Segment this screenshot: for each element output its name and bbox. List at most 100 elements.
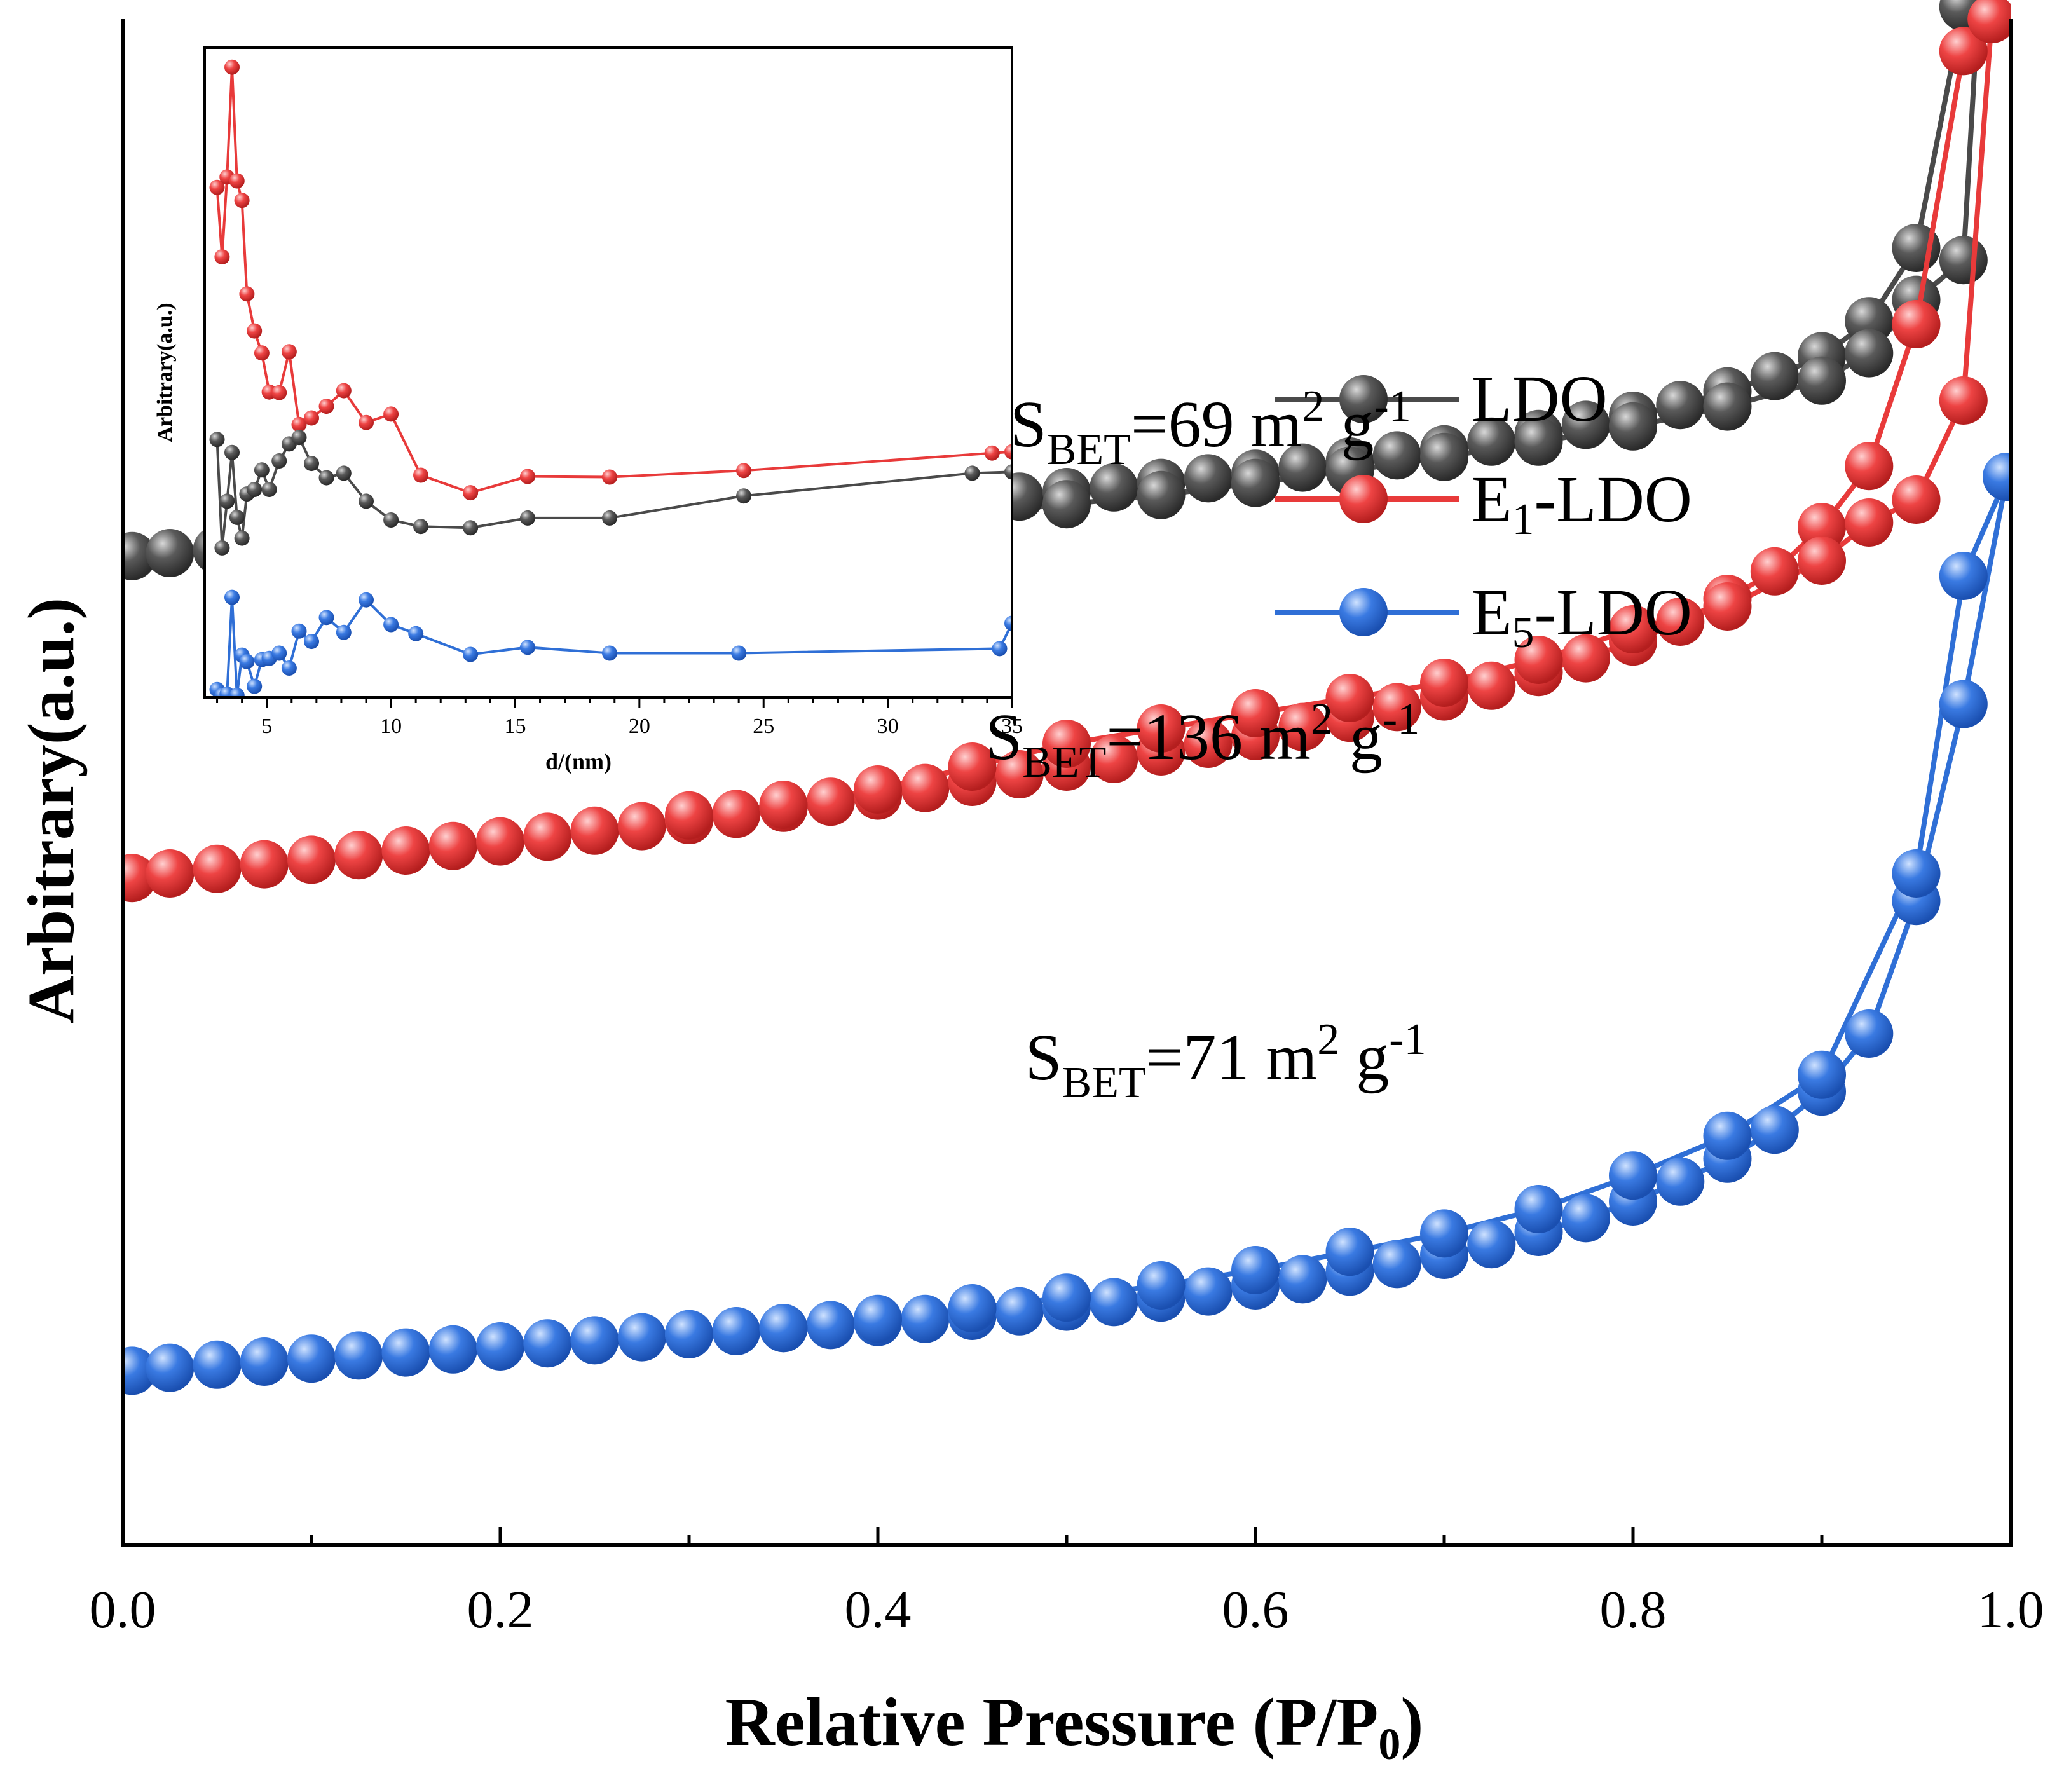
x-tick-label-3: 0.6	[1222, 1580, 1289, 1639]
inset-point-ldo-22	[736, 488, 751, 504]
point-e1-ldo-des-0	[1967, 0, 2011, 43]
x-tick-label-2: 0.4	[845, 1580, 912, 1639]
point-e1-ldo-des-7	[1514, 636, 1563, 684]
point-e1-ldo-ads-5	[334, 831, 383, 880]
inset-point-e1-ldo-7	[247, 323, 263, 339]
inset-point-e5-ldo-22	[731, 645, 747, 661]
point-e5-ldo-ads-39	[1939, 680, 1988, 728]
inset-point-ldo-10	[271, 453, 287, 469]
inset-point-ldo-8	[254, 462, 270, 478]
point-e5-ldo-des-8	[1325, 1228, 1374, 1276]
point-e1-ldo-des-6	[1609, 605, 1657, 653]
inset-point-e5-ldo-24	[1004, 615, 1012, 631]
point-e1-ldo-ads-17	[901, 763, 950, 812]
inset-point-ldo-3	[224, 444, 240, 460]
inset-point-e5-ldo-19	[463, 646, 479, 662]
point-ldo-des-5	[1703, 382, 1752, 431]
point-ldo-des-8	[1420, 432, 1468, 481]
inset-point-e5-ldo-18	[408, 626, 424, 641]
inset-x-tick-label-4: 25	[753, 715, 774, 738]
point-e5-ldo-ads-29	[1467, 1220, 1516, 1269]
point-ldo-des-3	[1845, 329, 1894, 378]
point-e5-ldo-ads-11	[617, 1313, 666, 1362]
legend-marker-e1-ldo	[1339, 475, 1388, 523]
legend-item-e5-ldo: E5-LDO	[1275, 576, 1692, 657]
point-e1-ldo-ads-8	[476, 817, 524, 866]
point-e1-ldo-ads-6	[381, 826, 430, 875]
point-e1-ldo-ads-21	[1090, 735, 1138, 783]
point-e1-ldo-des-9	[1325, 674, 1374, 722]
inset-x-tick-label-1: 10	[380, 715, 402, 738]
inset-x-tick-label-6: 35	[1001, 715, 1023, 738]
annotation-sbet-e1-ldo: SBET=136 m2 g-1	[985, 695, 1419, 787]
annotations: SBET=69 m2 g-1 SBET=136 m2 g-1 SBET=71 m2 …	[985, 382, 1426, 1107]
inset-point-e1-ldo-14	[318, 399, 334, 414]
point-ldo-des-12	[1042, 480, 1091, 529]
inset-point-ldo-9	[261, 482, 277, 497]
point-ldo-ads-33	[1656, 381, 1705, 430]
inset-series-ldo	[209, 430, 1012, 556]
inset-point-e1-ldo-18	[413, 467, 428, 483]
point-e5-ldo-des-15	[665, 1310, 713, 1358]
point-e5-ldo-ads-25	[1278, 1255, 1327, 1304]
inset-point-e5-ldo-15	[336, 624, 352, 640]
inset-x-tick-label-3: 20	[629, 715, 650, 738]
inset-point-ldo-20	[520, 510, 535, 526]
inset-point-e1-ldo-24	[1004, 444, 1012, 460]
inset-point-e5-ldo-20	[520, 640, 535, 655]
point-e5-ldo-ads-6	[381, 1328, 430, 1377]
inset-point-e5-ldo-4	[229, 687, 245, 697]
point-ldo-ads-23	[1184, 454, 1233, 503]
y-axis-label: Arbitrary(a.u.)	[15, 598, 88, 1023]
legend-label-e5-ldo: E5-LDO	[1472, 576, 1692, 657]
point-e5-ldo-ads-27	[1372, 1240, 1421, 1289]
point-e1-ldo-ads-29	[1467, 661, 1516, 710]
point-e1-ldo-des-3	[1845, 498, 1894, 547]
inset-point-ldo-12	[291, 430, 307, 446]
point-e5-ldo-ads-23	[1184, 1267, 1233, 1316]
point-e1-ldo-ads-9	[523, 812, 572, 861]
x-tick-label-0: 0.0	[90, 1580, 156, 1639]
point-ldo-ads-25	[1278, 443, 1327, 492]
point-e5-ldo-ads-35	[1750, 1105, 1799, 1154]
point-e1-ldo-des-11	[1137, 704, 1186, 753]
point-e1-ldo-ads-31	[1561, 634, 1610, 683]
inset-point-e1-ldo-6	[239, 286, 255, 302]
point-e1-ldo-ads-13	[712, 790, 761, 838]
point-e1-ldo-des-2	[1892, 475, 1941, 524]
inset-point-e1-ldo-19	[463, 485, 479, 501]
point-e5-ldo-ads-33	[1656, 1157, 1705, 1206]
point-e1-ldo-ads-38	[1892, 300, 1941, 348]
point-e1-ldo-ads-19	[995, 750, 1044, 798]
legend-label-e1-ldo: E1-LDO	[1472, 463, 1692, 544]
point-e5-ldo-ads-2	[193, 1340, 242, 1389]
x-tick-label-4: 0.8	[1600, 1580, 1667, 1639]
point-e5-ldo-ads-5	[334, 1331, 383, 1380]
inset-x-axis-ticks: 5 10 15 20 25 30 35	[216, 697, 1023, 738]
point-ldo-ads-27	[1372, 431, 1421, 480]
point-e1-ldo-ads-11	[617, 802, 666, 851]
inset-point-e5-ldo-10	[271, 645, 287, 661]
legend-marker-e5-ldo	[1339, 588, 1388, 636]
inset-point-ldo-7	[247, 482, 263, 497]
inset-series-e1-ldo	[209, 59, 1012, 501]
point-e1-ldo-des-12	[1042, 720, 1091, 768]
point-e5-ldo-ads-13	[712, 1307, 761, 1355]
inset-point-e5-ldo-17	[383, 617, 399, 633]
inset-x-tick-label-2: 15	[504, 715, 526, 738]
inset-point-e1-ldo-23	[984, 445, 1000, 461]
inset-background	[205, 48, 1012, 697]
legend-label-ldo: LDO	[1472, 362, 1608, 435]
inset-point-e5-ldo-12	[291, 623, 307, 639]
legend-marker-ldo	[1339, 375, 1388, 423]
inset-point-e5-ldo-7	[247, 678, 263, 694]
point-e5-ldo-des-4	[1703, 1111, 1752, 1160]
inset-point-ldo-2	[219, 493, 235, 509]
point-e1-ldo-des-14	[854, 765, 902, 814]
inset-point-e5-ldo-23	[992, 641, 1008, 657]
point-e5-ldo-des-13	[854, 1294, 902, 1343]
inset-point-ldo-14	[318, 470, 334, 486]
point-e1-ldo-ads-37	[1845, 442, 1894, 491]
point-ldo-des-4	[1798, 356, 1846, 405]
